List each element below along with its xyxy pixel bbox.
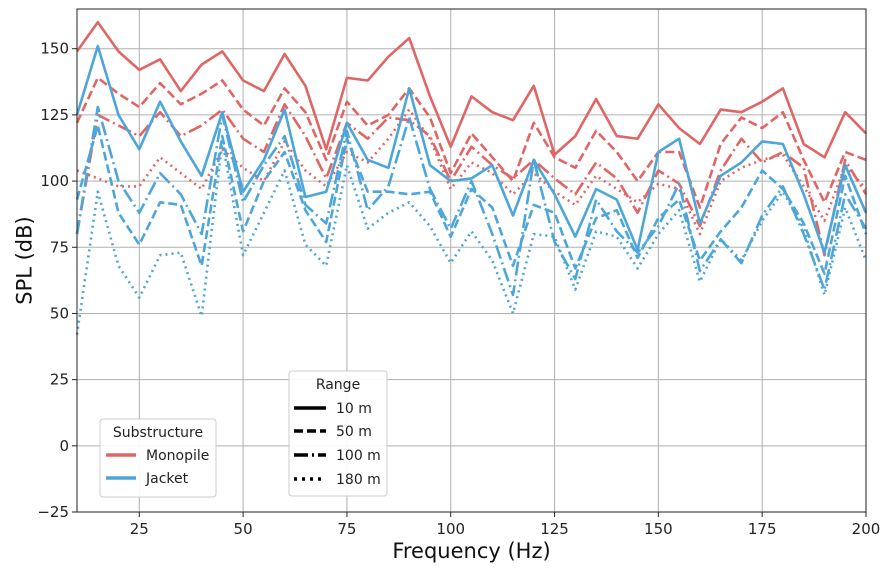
series-line-jacket-50m [75,124,868,276]
series-line-monopile-180m [76,108,867,236]
x-tick-label: 50 [234,520,253,538]
legend-label-50m: 50 m [336,424,372,440]
legend-label-jacket: Jacket [145,471,189,487]
y-tick-label: 75 [50,238,69,256]
x-tick-label: 175 [748,520,777,538]
legend-label-100m: 100 m [336,448,381,464]
x-axis-label: Frequency (Hz) [392,539,550,563]
y-tick-label: 50 [50,304,69,322]
series-line-jacket-100m [75,105,868,297]
y-axis-ticks: −25 0 25 50 75 100 125 150 [37,40,77,521]
legend-label-monopile: Monopile [146,448,209,464]
legend-label-180m: 180 m [336,472,381,488]
series-lines [75,20,868,335]
legend-frame [288,370,388,497]
y-tick-label: 25 [50,371,69,389]
legend-label-10m: 10 m [336,401,372,417]
x-tick-label: 150 [644,520,673,538]
x-axis-ticks: 25 50 75 100 125 150 175 200 [130,512,881,538]
x-tick-label: 75 [337,520,356,538]
series-line-jacket-180m [75,140,868,335]
x-tick-label: 200 [852,520,881,538]
x-tick-label: 125 [540,520,569,538]
legend-title: Range [316,377,360,393]
x-tick-label: 25 [130,520,149,538]
legend-substructure: Substructure Monopile Jacket [99,418,217,498]
plot-frame [76,8,867,513]
legend-title: Substructure [113,425,203,441]
series-line-monopile-100m [75,103,868,257]
series-line-monopile-10m [75,20,867,159]
y-tick-label: 100 [40,172,69,190]
y-tick-label: −25 [37,503,69,521]
y-tick-label: 150 [40,40,69,58]
y-tick-label: 125 [40,106,69,124]
series-line-jacket-10m [75,44,868,254]
legend-range: Range 10 m 50 m 100 m 180 m [288,370,388,497]
x-tick-label: 100 [436,520,465,538]
series-line-monopile-50m [75,76,867,209]
y-tick-label: 0 [59,437,69,455]
y-axis-label: SPL (dB) [12,216,36,305]
